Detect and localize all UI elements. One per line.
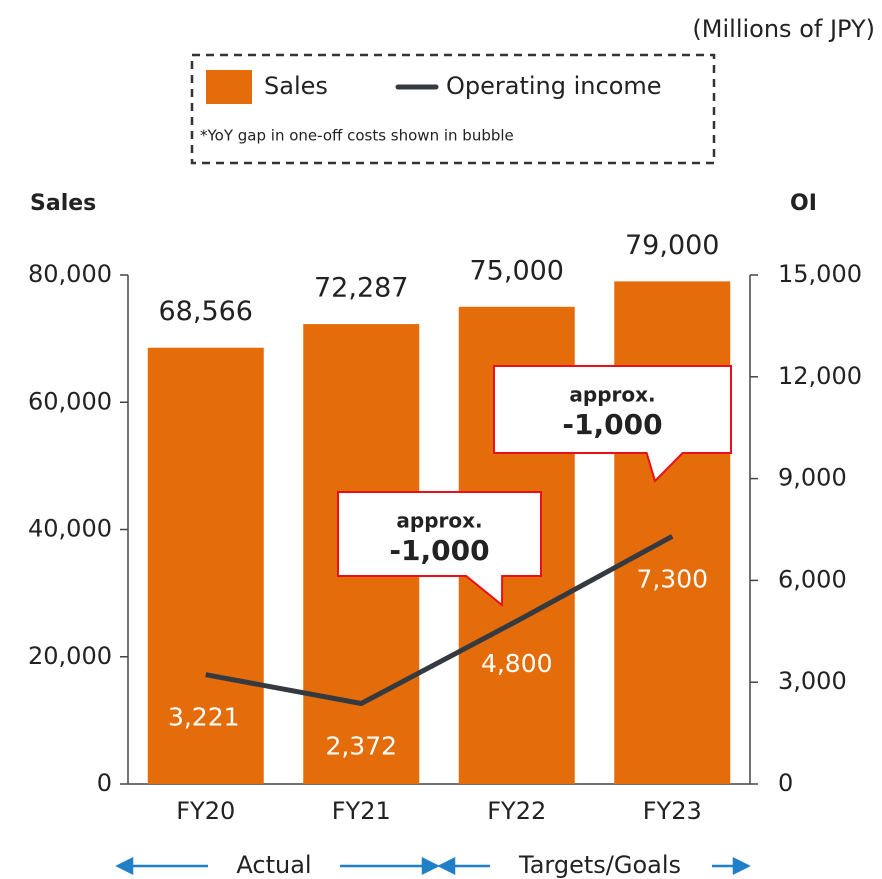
unit-note: (Millions of JPY) xyxy=(692,15,875,43)
callout: approx.-1,000 xyxy=(337,491,542,608)
callout-text: -1,000 xyxy=(389,534,489,567)
y2-tick-label: 6,000 xyxy=(778,565,847,593)
line-value-label: 2,372 xyxy=(325,732,397,761)
x-tick-label: FY22 xyxy=(487,797,546,825)
bar-value-label: 75,000 xyxy=(470,255,564,286)
y2-tick-label: 12,000 xyxy=(778,362,862,390)
y-tick-label: 40,000 xyxy=(28,515,112,543)
y2-tick-label: 0 xyxy=(778,769,793,797)
period-label: Actual xyxy=(236,851,311,879)
bar-value-label: 79,000 xyxy=(625,230,719,261)
legend-label: Operating income xyxy=(446,72,662,100)
y2-tick-label: 9,000 xyxy=(778,464,847,492)
legend-label: Sales xyxy=(264,72,328,100)
x-tick-label: FY20 xyxy=(176,797,235,825)
callout-shape xyxy=(337,491,542,608)
line-value-label: 3,221 xyxy=(168,703,240,732)
y-tick-label: 20,000 xyxy=(28,642,112,670)
legend-swatch xyxy=(206,70,252,104)
y-tick-label: 80,000 xyxy=(28,260,112,288)
legend-note: *YoY gap in one-off costs shown in bubbl… xyxy=(200,127,514,145)
line xyxy=(205,534,674,707)
y-tick-label: 0 xyxy=(97,769,112,797)
period-label: Targets/Goals xyxy=(518,851,681,879)
legend-box xyxy=(190,53,716,165)
y2-tick-label: 15,000 xyxy=(778,260,862,288)
callout-text: approx. xyxy=(569,383,655,407)
y2-tick-label: 3,000 xyxy=(778,667,847,695)
bar-value-label: 72,287 xyxy=(314,273,408,304)
y-axis-label: Sales xyxy=(30,191,96,216)
callout-text: -1,000 xyxy=(562,408,662,441)
callout: approx.-1,000 xyxy=(493,365,732,483)
x-tick-label: FY21 xyxy=(332,797,391,825)
y-tick-label: 60,000 xyxy=(28,387,112,415)
period-arrows xyxy=(115,856,751,876)
callout-text: approx. xyxy=(396,509,482,533)
line-value-label: 4,800 xyxy=(481,649,553,678)
bar-value-label: 68,566 xyxy=(159,296,253,327)
bar xyxy=(614,281,731,784)
x-tick-label: FY23 xyxy=(643,797,702,825)
line-value-label: 7,300 xyxy=(636,564,708,593)
bar xyxy=(147,347,264,784)
y2-axis-label: OI xyxy=(790,191,817,216)
callout-shape xyxy=(493,365,732,483)
